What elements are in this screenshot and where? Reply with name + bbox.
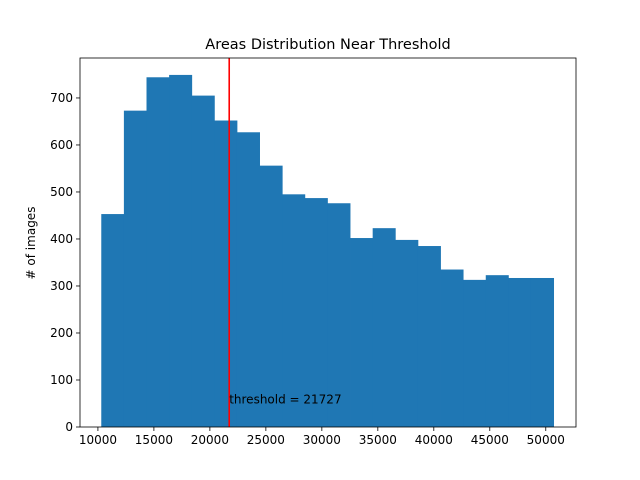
x-tick-label: 45000: [471, 433, 509, 447]
histogram-bar-13: [372, 228, 396, 427]
y-tick-label: 700: [50, 91, 73, 105]
plot-frame: [79, 57, 577, 428]
y-tick-label: 200: [50, 326, 73, 340]
x-tick-label: 25000: [247, 433, 285, 447]
histogram-bar-16: [440, 269, 464, 427]
x-tick-label: 50000: [527, 433, 565, 447]
histogram-bar-10: [304, 198, 328, 427]
histogram-bar-9: [282, 194, 306, 427]
y-tick-label: 400: [50, 232, 73, 246]
bars-group: [101, 74, 555, 428]
histogram-bar-3: [146, 77, 170, 427]
y-tick-label: 500: [50, 185, 73, 199]
x-tick-label: 20000: [191, 433, 229, 447]
x-tick-label: 30000: [303, 433, 341, 447]
histogram-bar-7: [236, 132, 260, 427]
histogram-bar-6: [214, 120, 238, 428]
y-tick-label: 100: [50, 373, 73, 387]
histogram-bar-17: [463, 279, 487, 427]
histogram-bar-8: [259, 165, 283, 427]
y-tick-label: 300: [50, 279, 73, 293]
threshold-label: threshold = 21727: [229, 392, 341, 406]
histogram-bar-12: [350, 238, 374, 427]
histogram-bar-11: [327, 203, 351, 427]
histogram-bar-2: [123, 110, 147, 428]
histogram-bar-5: [191, 95, 215, 427]
y-tick-label: 0: [65, 420, 73, 434]
histogram-bar-15: [417, 246, 441, 427]
axes-group: 10000 15000 20000 25000 30000 35000 40000 45000…: [50, 57, 577, 447]
chart-title: Areas Distribution Near Threshold: [205, 37, 450, 53]
y-tick-label: 600: [50, 138, 73, 152]
histogram-bar-4: [169, 74, 193, 427]
histogram-bar-20: [530, 277, 555, 427]
x-tick-label: 40000: [415, 433, 453, 447]
histogram-bar-19: [508, 277, 532, 427]
y-axis-label: # of images: [24, 207, 38, 280]
x-tick-label: 10000: [79, 433, 117, 447]
x-tick-label: 15000: [135, 433, 173, 447]
histogram-bar-14: [395, 239, 419, 427]
x-tick-label: 35000: [359, 433, 397, 447]
histogram-bar-18: [485, 275, 509, 427]
histogram-bar-1: [101, 214, 125, 427]
